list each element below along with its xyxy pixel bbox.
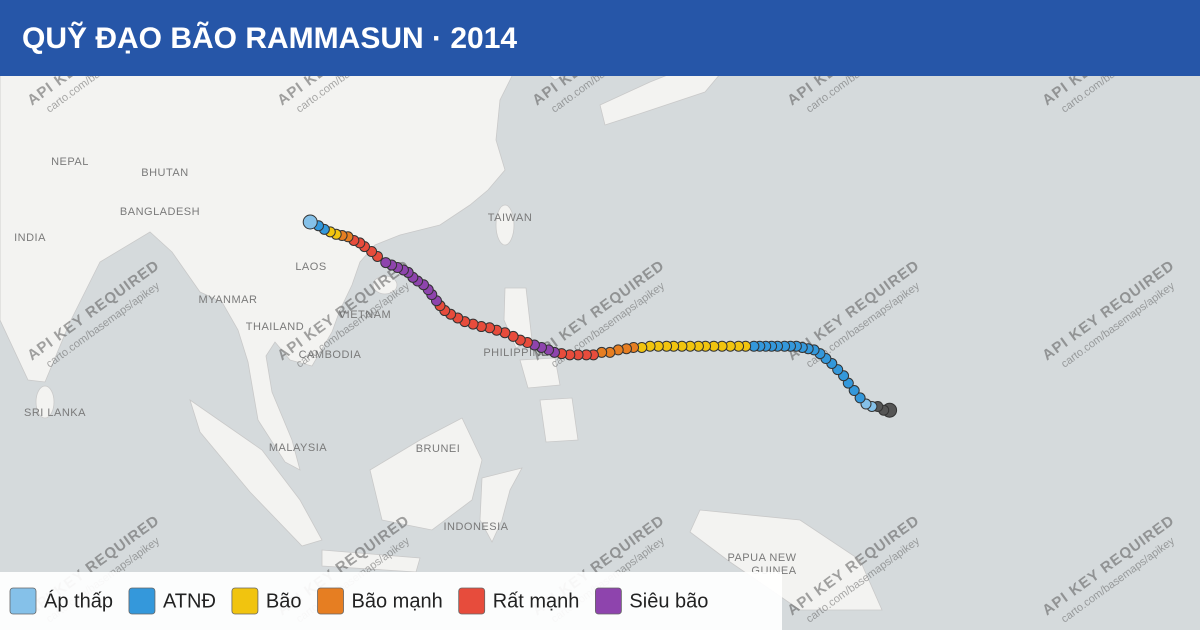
new-guinea (689, 509, 883, 611)
legend: Áp thấp ATNĐ Bão Bão mạnh Rất mạnh Siêu bão (9, 587, 708, 615)
legend-label: Bão mạnh (352, 590, 443, 612)
legend-label: ATNĐ (163, 590, 216, 612)
country-label: BHUTAN (141, 167, 188, 179)
country-label: THAILAND (246, 321, 304, 333)
legend-label: Rất mạnh (493, 590, 580, 612)
legend-label: Áp thấp (44, 589, 113, 612)
country-label: NEPAL (51, 156, 89, 168)
legend-swatch (231, 587, 259, 615)
country-label: MALAYSIA (269, 442, 327, 454)
country-label: CAMBODIA (299, 349, 362, 361)
country-label: TAIWAN (488, 212, 533, 224)
mindanao (539, 397, 579, 443)
taiwan (495, 204, 515, 246)
legend-label: Siêu bão (629, 590, 708, 612)
track-point (302, 214, 318, 230)
country-label: VIETNAM (339, 309, 391, 321)
sulawesi (479, 467, 523, 543)
country-label: BANGLADESH (120, 206, 200, 218)
hainan (372, 275, 398, 295)
country-label: MYANMAR (199, 294, 258, 306)
country-label: BRUNEI (416, 443, 461, 455)
sumatra (189, 399, 323, 547)
legend-swatch (458, 587, 486, 615)
track-point (854, 392, 866, 404)
legend-swatch (317, 587, 344, 615)
mainland-asia (0, 59, 521, 471)
country-label: LAOS (295, 261, 326, 273)
legend-swatch (595, 587, 622, 615)
country-label: INDIA (14, 232, 46, 244)
track-point (848, 385, 860, 397)
borneo (369, 417, 483, 531)
title: QUỸ ĐẠO BÃO RAMMASUN · 2014 (22, 21, 517, 55)
track-point (380, 257, 392, 269)
storm-track (302, 214, 898, 418)
country-label: INDONESIA (443, 521, 508, 533)
sri-lanka (35, 385, 55, 419)
visayas (519, 357, 561, 389)
header-bar (0, 0, 1200, 76)
country-label: PAPUA NEW (727, 552, 796, 564)
legend-label: Bão (266, 590, 302, 612)
legend-swatch (128, 587, 156, 615)
country-label: SRI LANKA (24, 407, 86, 419)
legend-swatch (9, 587, 37, 615)
